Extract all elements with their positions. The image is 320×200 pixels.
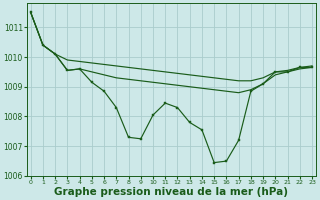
X-axis label: Graphe pression niveau de la mer (hPa): Graphe pression niveau de la mer (hPa) xyxy=(54,187,288,197)
